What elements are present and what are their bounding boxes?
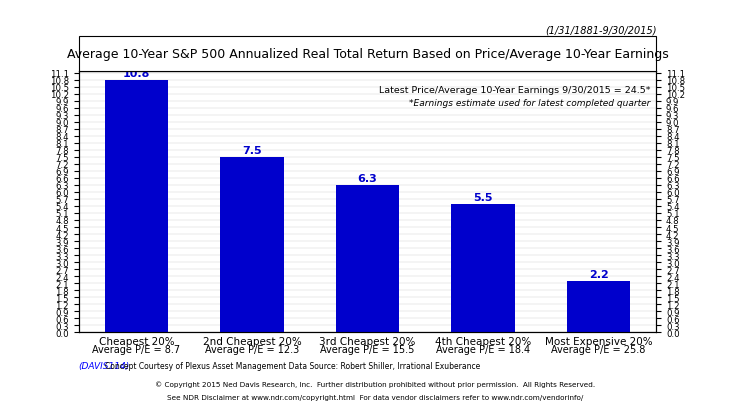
Text: Average P/E = 18.4: Average P/E = 18.4 bbox=[436, 344, 530, 354]
Text: Average P/E = 25.8: Average P/E = 25.8 bbox=[551, 344, 646, 354]
Text: 2.2: 2.2 bbox=[589, 269, 608, 279]
Text: © Copyright 2015 Ned Davis Research, Inc.  Further distribution prohibited witho: © Copyright 2015 Ned Davis Research, Inc… bbox=[155, 380, 595, 387]
Text: Latest Price/Average 10-Year Earnings 9/30/2015 = 24.5*: Latest Price/Average 10-Year Earnings 9/… bbox=[379, 86, 650, 95]
Text: 10.8: 10.8 bbox=[123, 69, 150, 78]
Bar bbox=[567, 281, 630, 332]
FancyBboxPatch shape bbox=[79, 37, 656, 72]
Text: 7.5: 7.5 bbox=[242, 146, 262, 156]
Text: 6.3: 6.3 bbox=[358, 173, 377, 184]
Text: See NDR Disclaimer at www.ndr.com/copyright.html  For data vendor disclaimers re: See NDR Disclaimer at www.ndr.com/copyri… bbox=[166, 394, 584, 400]
Text: (DAVIS114): (DAVIS114) bbox=[79, 361, 130, 370]
Text: 5.5: 5.5 bbox=[473, 192, 493, 202]
Text: Average P/E = 12.3: Average P/E = 12.3 bbox=[205, 344, 299, 354]
Text: Concept Courtesy of Plexus Asset Management Data Source: Robert Shiller, Irratio: Concept Courtesy of Plexus Asset Managem… bbox=[105, 361, 480, 370]
Text: Average 10-Year S&P 500 Annualized Real Total Return Based on Price/Average 10-Y: Average 10-Year S&P 500 Annualized Real … bbox=[67, 48, 668, 61]
Text: Average P/E = 8.7: Average P/E = 8.7 bbox=[92, 344, 181, 354]
Bar bbox=[336, 185, 399, 332]
Text: *Earnings estimate used for latest completed quarter: *Earnings estimate used for latest compl… bbox=[409, 99, 650, 108]
Text: Average P/E = 15.5: Average P/E = 15.5 bbox=[320, 344, 415, 354]
Bar bbox=[105, 81, 168, 332]
Bar bbox=[220, 157, 284, 332]
Text: (1/31/1881-9/30/2015): (1/31/1881-9/30/2015) bbox=[544, 25, 656, 35]
Bar bbox=[452, 204, 514, 332]
